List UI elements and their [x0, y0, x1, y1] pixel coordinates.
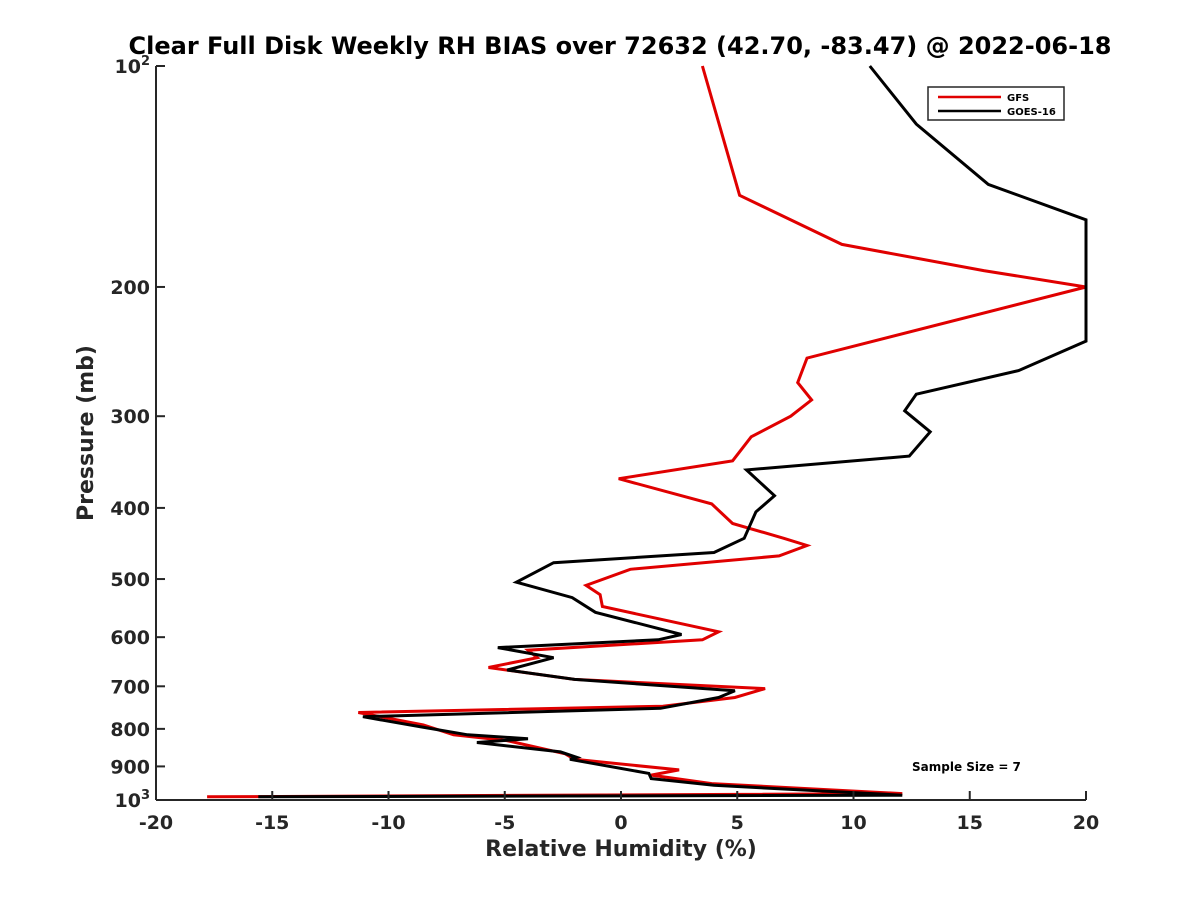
legend-box — [927, 86, 1065, 121]
x-tick-label: 0 — [614, 812, 627, 834]
plot-area: -20 -15 -10 -5 0 5 10 15 20 102 200 300 400 500 600 70… — [110, 54, 1099, 834]
y-tick-label: 400 — [110, 498, 150, 520]
legend-label: GFS — [1007, 93, 1029, 104]
legend: GFS GOES-16 — [927, 86, 1065, 121]
legend-items: GFS GOES-16 — [938, 93, 1056, 118]
x-tick-label: 20 — [1073, 812, 1099, 834]
x-tick-label: -15 — [255, 812, 289, 834]
series-layer — [207, 65, 1088, 799]
y-tick-label: 200 — [110, 277, 150, 299]
y-tick-label: 300 — [110, 406, 150, 428]
legend-label: GOES-16 — [1007, 107, 1056, 118]
x-tick-label: 5 — [731, 812, 744, 834]
y-tick-label: 500 — [110, 569, 150, 591]
x-tick-label: -5 — [494, 812, 515, 834]
y-ticks: 102 200 300 400 500 600 700 800 900 103 — [110, 54, 165, 812]
x-tick-label: 15 — [957, 812, 983, 834]
y-tick-label: 800 — [110, 719, 150, 741]
y-tick-label: 600 — [110, 627, 150, 649]
series-line-goes-16 — [258, 65, 1088, 799]
y-tick-label: 102 — [115, 54, 151, 78]
y-axis-label: Pressure (mb) — [74, 345, 99, 521]
chart-title: Clear Full Disk Weekly RH BIAS over 7263… — [129, 32, 1112, 60]
x-tick-label: -10 — [371, 812, 405, 834]
y-tick-label: 700 — [110, 676, 150, 698]
y-tick-label: 103 — [115, 788, 151, 812]
sample-size-annotation: Sample Size = 7 — [912, 760, 1021, 774]
series-line-gfs — [207, 65, 1087, 799]
x-ticks: -20 -15 -10 -5 0 5 10 15 20 — [139, 791, 1099, 834]
y-tick-label: 900 — [110, 756, 150, 778]
x-tick-label: 10 — [840, 812, 866, 834]
x-axis-label: Relative Humidity (%) — [485, 837, 757, 862]
x-tick-label: -20 — [139, 812, 173, 834]
